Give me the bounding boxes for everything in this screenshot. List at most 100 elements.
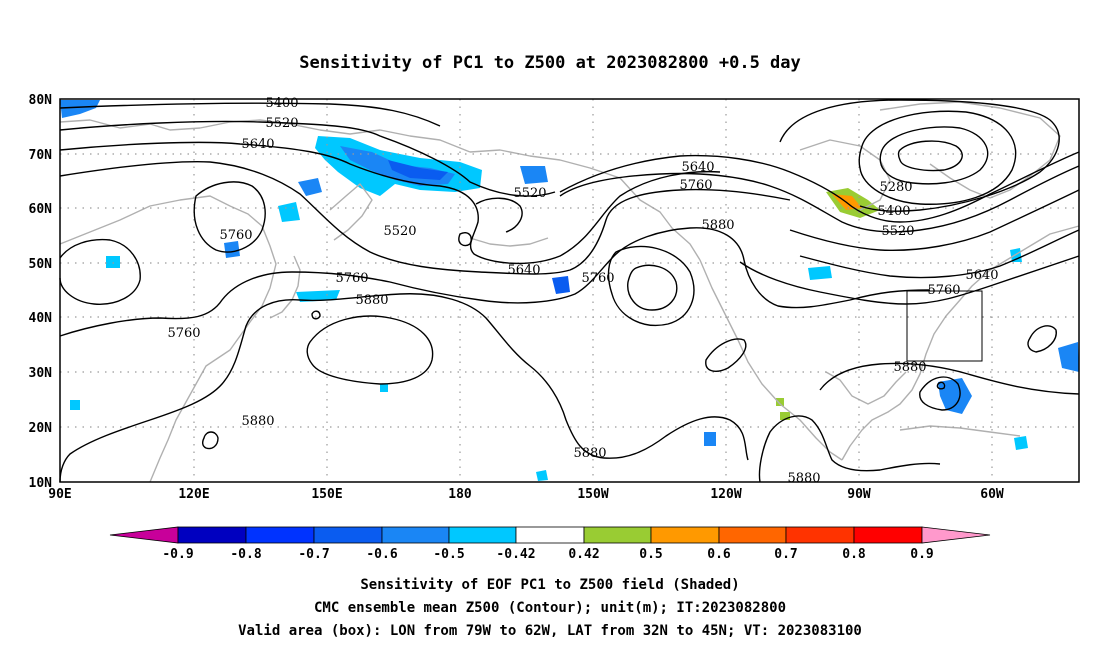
colorbar-tick-label: 0.42 <box>568 547 599 562</box>
shade-patch <box>536 470 548 481</box>
lat-tick-label: 70N <box>29 148 53 163</box>
map-frame <box>59 98 1080 483</box>
contour-5400-east <box>779 99 1060 212</box>
contour-5760-west <box>59 227 931 337</box>
lon-tick-label: 150E <box>311 487 342 502</box>
contour-5760-small <box>311 310 321 320</box>
lat-tick-label: 30N <box>29 366 53 381</box>
colorbar-swatch <box>177 526 247 544</box>
contour-label: 5640 <box>507 263 540 278</box>
lat-tick-label: 50N <box>29 257 53 272</box>
colorbar-swatch <box>718 526 787 544</box>
contour-5520-closed <box>458 232 472 247</box>
shade-patch <box>1058 342 1079 372</box>
caption-line-2: CMC ensemble mean Z500 (Contour); unit(m… <box>314 600 786 616</box>
contour-5760-low <box>627 264 678 311</box>
lon-tick-label: 90W <box>847 487 871 502</box>
lat-tick-label: 80N <box>29 93 53 108</box>
caption: Sensitivity of EOF PC1 to Z500 field (Sh… <box>238 577 862 639</box>
contour-label: 5880 <box>573 446 606 461</box>
shade-patch <box>704 432 716 446</box>
lat-tick-label: 60N <box>29 202 53 217</box>
shade-patch <box>776 398 784 406</box>
contour-5760-low-outer <box>607 245 695 326</box>
contour-5880-se <box>819 362 1080 395</box>
contour-label: 5520 <box>265 116 298 131</box>
shade-patch <box>380 384 388 392</box>
contour-5400 <box>59 102 441 127</box>
contour-5760-ring-west <box>59 238 141 305</box>
contour-label: 5880 <box>701 218 734 233</box>
coastline-arctic <box>59 119 471 153</box>
contour-5280-ring <box>879 126 989 185</box>
colorbar-swatch <box>583 526 652 544</box>
sensitivity-shading <box>60 100 1079 481</box>
colorbar-tick-label: -0.6 <box>366 547 397 562</box>
coastline-japan <box>269 255 301 319</box>
contour-label: 5640 <box>241 137 274 152</box>
lon-tick-label: 60W <box>980 487 1004 502</box>
contour-labels: 5400 5520 5640 5520 5760 5520 5760 5760 … <box>167 96 998 486</box>
lat-tick-label: 10N <box>29 476 53 491</box>
colorbar-right-arrow <box>921 526 991 544</box>
shade-patch <box>224 241 240 258</box>
colorbar-tick-label: 0.9 <box>910 547 933 562</box>
colorbar-tick-label: 0.5 <box>639 547 662 562</box>
contour-5520-north <box>59 120 556 197</box>
colorbar-swatch <box>853 526 923 544</box>
colorbar-tick-label: 0.8 <box>842 547 866 562</box>
coastline-na-east <box>841 225 1080 461</box>
shade-patch <box>298 178 322 196</box>
contour-5880-west <box>59 293 749 483</box>
colorbar-swatch <box>245 526 315 544</box>
contour-5280-closed <box>897 140 963 172</box>
colorbar-tick-label: -0.8 <box>230 547 261 562</box>
shade-patch <box>552 276 570 294</box>
contour-5760-ring-asia <box>193 181 266 253</box>
contour-label: 5760 <box>335 271 368 286</box>
lat-axis: 80N 70N 60N 50N 40N 30N 20N 10N <box>29 93 53 491</box>
shade-patch <box>70 400 80 410</box>
contour-5640-north <box>59 141 721 265</box>
colorbar-left-arrow <box>109 526 179 544</box>
contour-label: 5760 <box>679 178 712 193</box>
colorbar-swatch <box>785 526 855 544</box>
contour-label: 5520 <box>881 224 914 239</box>
contour-5880-closed-pacific <box>306 315 434 385</box>
contour-label: 5760 <box>219 228 252 243</box>
shade-patch <box>808 266 832 280</box>
contour-5640-se <box>789 189 1080 252</box>
contour-label: 5520 <box>383 224 416 239</box>
caption-line-1: Sensitivity of EOF PC1 to Z500 field (Sh… <box>360 577 739 593</box>
contour-5880-ring-1040 <box>1027 325 1057 353</box>
colorbar-tick-label: -0.42 <box>496 547 535 562</box>
colorbar-tick-label: -0.9 <box>162 547 193 562</box>
contour-5640-loop <box>475 197 523 233</box>
shade-patch <box>60 100 100 118</box>
contour-5400-ring <box>858 110 1017 205</box>
contour-label: 5880 <box>241 414 274 429</box>
colorbar-tick-label: -0.7 <box>298 547 329 562</box>
contour-5880-tiny <box>936 381 946 390</box>
contour-5880-fl <box>919 376 961 411</box>
shade-patch <box>388 160 448 180</box>
coastline-asia <box>59 195 277 483</box>
coastline-kamchatka <box>329 183 373 241</box>
shade-patch <box>278 202 300 222</box>
coastline-caribbean <box>899 425 1021 437</box>
lat-tick-label: 40N <box>29 311 53 326</box>
lon-tick-label: 120W <box>710 487 741 502</box>
colorbar-tick-label: 0.7 <box>774 547 797 562</box>
contour-5520-east <box>559 165 1080 233</box>
lon-tick-label: 90E <box>48 487 71 502</box>
contour-label: 5880 <box>893 360 926 375</box>
contour-label: 5760 <box>167 326 200 341</box>
contour-5880-east <box>739 255 1080 305</box>
caption-line-3: Valid area (box): LON from 79W to 62W, L… <box>238 623 862 639</box>
colorbar-tick-label: 0.6 <box>707 547 731 562</box>
contour-5760-se <box>799 229 1080 279</box>
colorbar-swatch <box>650 526 720 544</box>
shade-patch <box>106 256 120 268</box>
contour-5880-mexico <box>705 338 747 372</box>
